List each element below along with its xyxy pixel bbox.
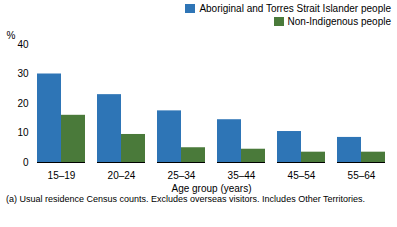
svg-text:0: 0: [23, 157, 29, 168]
svg-text:20–24: 20–24: [108, 170, 136, 181]
svg-text:10: 10: [17, 127, 29, 138]
html-text:Aboriginal and Torres Strait I: Aboriginal and Torres Strait Islander pe…: [199, 3, 391, 14]
svg-text:30: 30: [17, 68, 29, 79]
svg-text:25–34: 25–34: [168, 170, 196, 181]
svg-text:20: 20: [17, 98, 29, 109]
svg-text:15–19: 15–19: [48, 170, 76, 181]
svg-text:35–44: 35–44: [228, 170, 256, 181]
svg-text:40: 40: [17, 39, 29, 50]
html-text:(a) Usual residence Census cou: (a) Usual residence Census counts. Exclu…: [6, 194, 365, 204]
svg-text:55–64: 55–64: [348, 170, 376, 181]
html-text:Non-Indigenous people: Non-Indigenous people: [287, 16, 391, 27]
svg-text:45–54: 45–54: [288, 170, 316, 181]
svg-text:Age group (years): Age group (years): [171, 183, 251, 194]
svg-text:%: %: [7, 30, 16, 41]
